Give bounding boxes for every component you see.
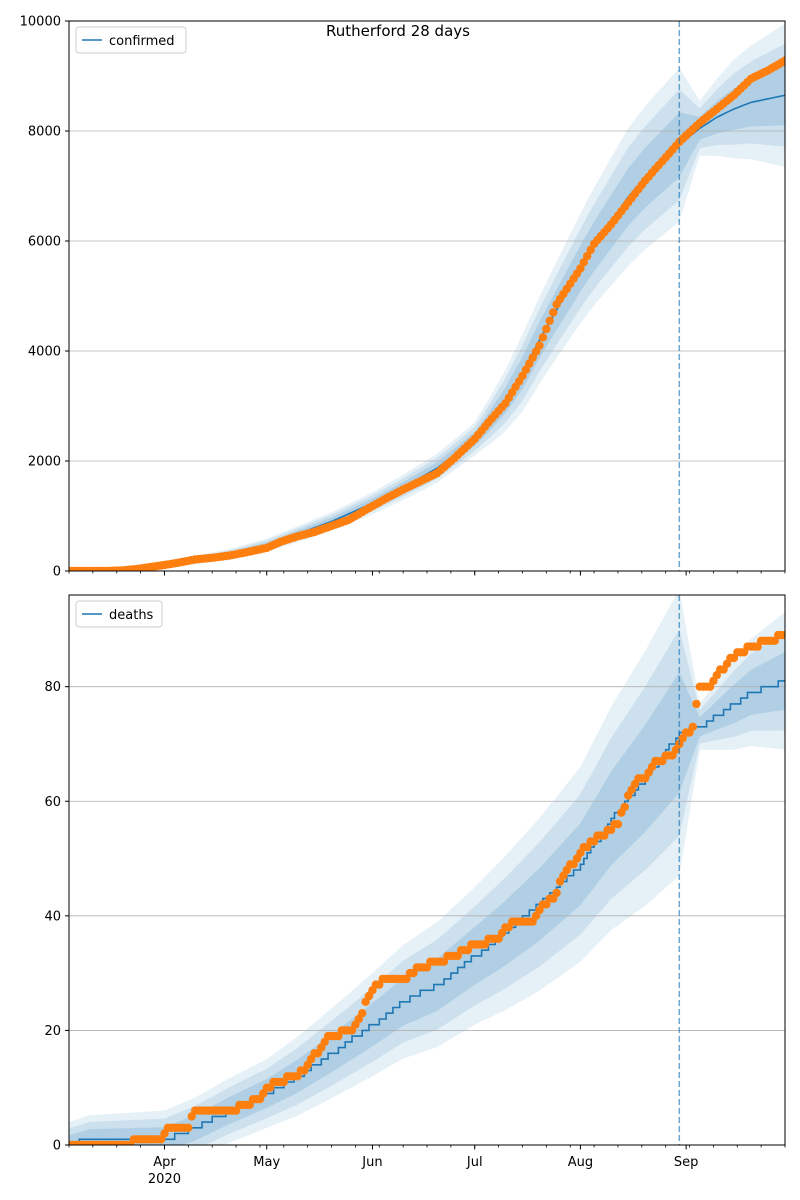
deaths-legend-label: deaths (109, 608, 154, 623)
confirmed-band-1 (69, 43, 785, 571)
xtick-label: Aug (568, 1155, 593, 1170)
confirmed-ytick-label: 2000 (28, 455, 61, 470)
xtick-label: Apr (153, 1155, 176, 1170)
confirmed-observed-point (549, 308, 558, 317)
deaths-observed-point (692, 699, 701, 709)
deaths-observed-point (780, 630, 785, 640)
confirmed-observed-point (538, 333, 548, 342)
deaths-observed-point (613, 820, 623, 829)
xaxis-year-label: 2020 (148, 1172, 181, 1187)
deaths-ytick-label: 60 (44, 795, 61, 810)
deaths-observed-point (184, 1123, 193, 1133)
xtick-label: Jul (466, 1155, 483, 1170)
confirmed-ytick-label: 10000 (20, 15, 61, 30)
deaths-observed-point (688, 722, 698, 731)
confirmed-legend: confirmed (75, 26, 187, 54)
chart-title: Rutherford 28 days (326, 22, 470, 40)
confirmed-observed-point (586, 245, 595, 255)
confirmed-observed-point (542, 324, 551, 334)
confirmed-observed-point (576, 264, 585, 273)
confirmed-observed-point (521, 365, 531, 374)
xtick-label: Sep (674, 1155, 699, 1170)
deaths-axes: 0 20 40 60 80 Apr May Jun Jul Aug Sep 2020 (44, 594, 786, 1187)
deaths-ytick-label: 0 (53, 1139, 61, 1154)
confirmed-axes: 0 2000 4000 6000 8000 10000 (20, 15, 786, 580)
confirmed-legend-label: confirmed (109, 34, 175, 49)
confirmed-band-0 (69, 23, 785, 571)
deaths-legend-box (75, 600, 163, 628)
deaths-uncertainty-bands (69, 595, 785, 1145)
deaths-legend: deaths (75, 600, 163, 628)
confirmed-panel: 0 2000 4000 6000 8000 10000 confirmed (20, 15, 786, 580)
confirmed-observed-point (583, 251, 592, 261)
deaths-band-1 (69, 629, 785, 1145)
confirmed-ytick-label: 8000 (28, 125, 61, 140)
deaths-observed-point (620, 802, 629, 812)
deaths-observed-point (552, 888, 561, 898)
confirmed-legend-box (75, 26, 187, 54)
confirmed-observed-points (69, 56, 785, 571)
deaths-observed-point (358, 1009, 367, 1018)
confirmed-observed-point (579, 258, 588, 267)
deaths-ytick-label: 80 (44, 680, 61, 695)
xtick-label: May (253, 1155, 280, 1170)
deaths-observed-points (69, 630, 785, 1145)
confirmed-ytick-label: 6000 (28, 235, 61, 250)
deaths-ytick-label: 40 (44, 909, 61, 924)
confirmed-observed-point (528, 353, 537, 362)
confirmed-ytick-label: 4000 (28, 345, 61, 360)
confirmed-observed-point (535, 341, 544, 350)
confirmed-observed-point (545, 316, 554, 325)
confirmed-observed-point (780, 56, 785, 65)
deaths-panel: 0 20 40 60 80 Apr May Jun Jul Aug Sep 2020 deaths (44, 594, 786, 1187)
confirmed-observed-point (518, 371, 527, 380)
deaths-band-0 (69, 595, 785, 1145)
xtick-label: Jun (361, 1155, 382, 1170)
confirmed-ytick-label: 0 (53, 565, 61, 580)
deaths-ytick-label: 20 (44, 1024, 61, 1039)
